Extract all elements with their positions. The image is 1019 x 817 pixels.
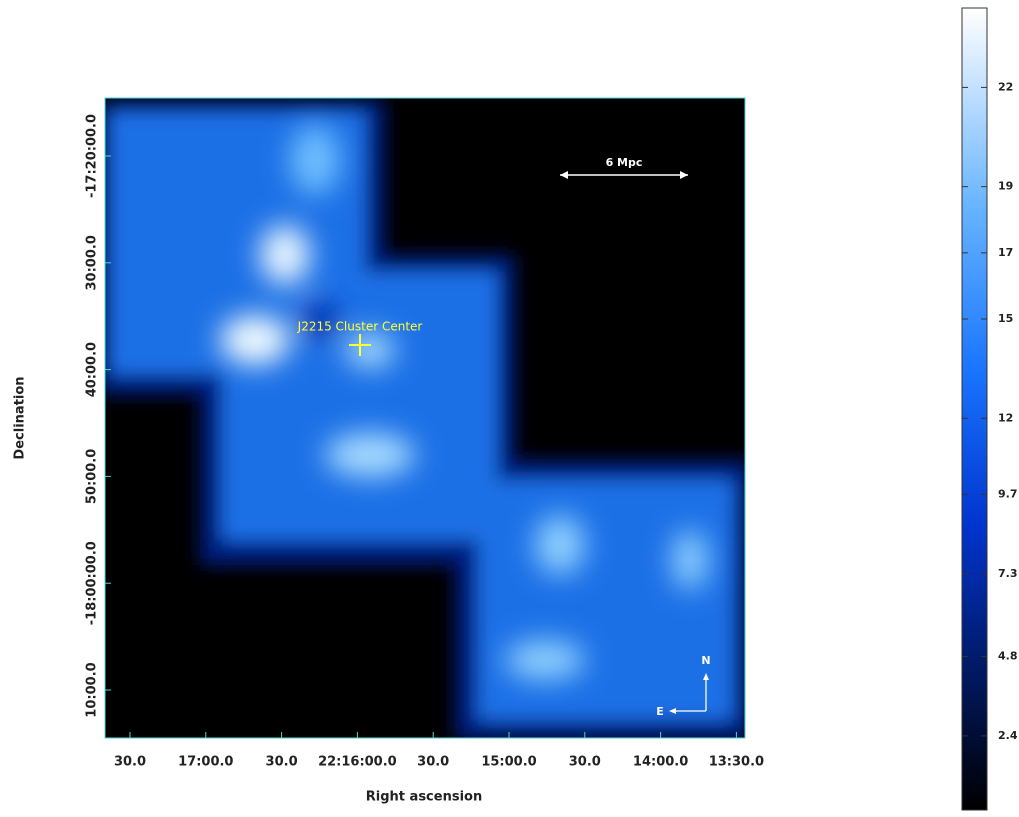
colorbar-tick-label: 15 [998,312,1013,325]
colorbar-tick-label: 2.4 [998,729,1018,742]
y-tick-label: 30:00.0 [85,235,100,290]
sky-image [100,98,750,740]
east-label: E [656,705,664,718]
colorbar-tick-label: 19 [998,180,1013,193]
x-tick-label: 30.0 [569,755,601,770]
north-label: N [701,654,710,667]
colorbar-tick-label: 7.3 [998,567,1018,580]
chart: 6 Mpc J2215 Cluster Center N E Right asc… [0,0,1019,813]
colorbar [962,8,987,810]
x-tick-label: 14:00.0 [633,755,688,770]
x-tick-label: 13:30.0 [709,755,764,770]
y-tick-label: -18:00:00.0 [85,541,100,625]
y-tick-label: 50:00.0 [85,449,100,504]
x-tick-label: 30.0 [417,755,449,770]
y-tick-label: 40:00.0 [85,342,100,397]
cluster-center-label: J2215 Cluster Center [297,320,423,334]
colorbar-tick-label: 12 [998,411,1013,424]
x-tick-label: 30.0 [114,755,146,770]
x-axis-label: Right ascension [366,790,482,805]
colorbar-tick-label: 17 [998,246,1013,259]
x-tick-label: 30.0 [266,755,298,770]
x-tick-label: 22:16:00.0 [318,755,397,770]
x-tick-label: 15:00.0 [481,755,536,770]
colorbar-tick-label: 9.7 [998,487,1018,500]
x-tick-label: 17:00.0 [178,755,233,770]
colorbar-tick-label: 22 [998,80,1013,93]
y-axis-label: Declination [13,376,28,459]
scale-bar-label: 6 Mpc [606,156,643,169]
y-tick-label: 10:00.0 [85,662,100,717]
colorbar-tick-label: 4.8 [998,649,1018,662]
y-tick-label: -17:20:00.0 [85,114,100,198]
